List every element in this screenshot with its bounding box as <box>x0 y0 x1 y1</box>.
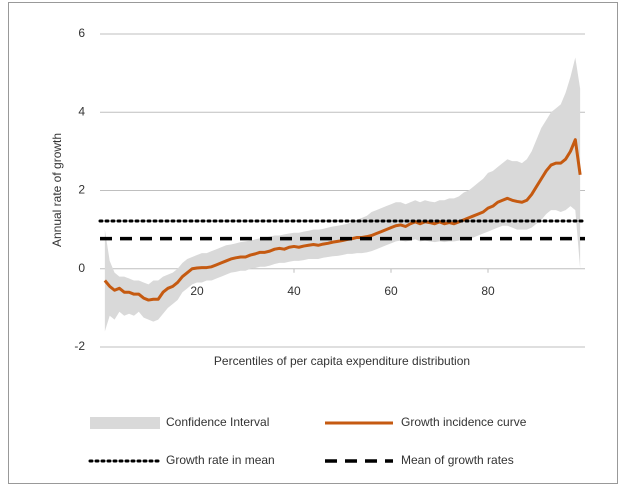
legend-label: Growth rate in mean <box>166 453 275 467</box>
x-tick-label: 60 <box>384 284 398 298</box>
x-tick-label: 20 <box>190 284 204 298</box>
y-tick-label: 2 <box>78 183 85 197</box>
legend-swatch <box>90 417 160 429</box>
y-tick-label: -2 <box>74 339 85 353</box>
growth-curve <box>103 138 582 302</box>
y-tick-label: 4 <box>78 104 85 118</box>
y-tick-label: 0 <box>78 261 85 275</box>
legend-label: Confidence Interval <box>166 415 269 429</box>
y-tick-label: 6 <box>78 26 85 40</box>
legend-label: Mean of growth rates <box>401 453 514 467</box>
confidence-band <box>104 57 581 332</box>
legend-label: Growth incidence curve <box>401 415 527 429</box>
y-axis-label: Annual rate of growth <box>50 133 64 247</box>
x-tick-label: 40 <box>287 284 301 298</box>
x-axis-label: Percentiles of per capita expenditure di… <box>214 354 470 368</box>
x-tick-label: 80 <box>481 284 495 298</box>
